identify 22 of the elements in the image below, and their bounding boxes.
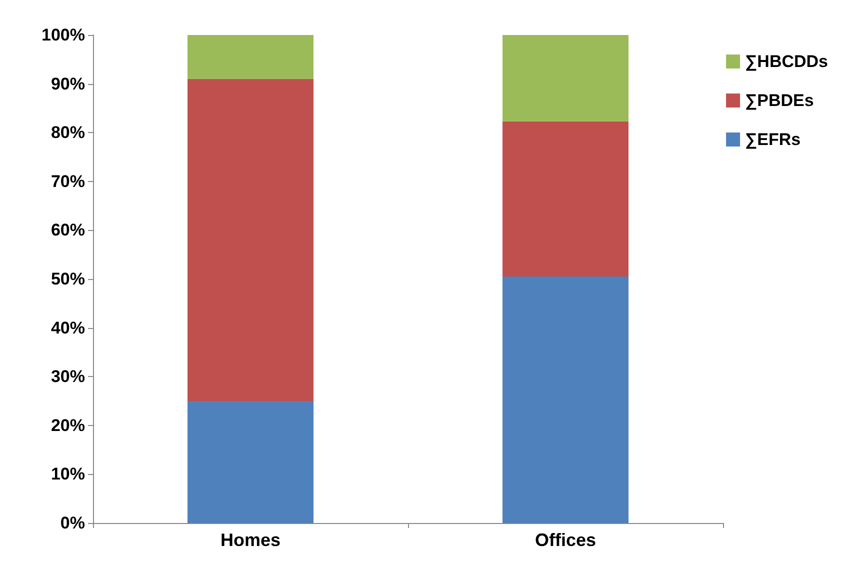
bar bbox=[188, 401, 314, 523]
y-tick-label: 90% bbox=[50, 74, 85, 94]
y-tick-label: 20% bbox=[50, 416, 85, 435]
bar bbox=[188, 78, 314, 401]
y-tick-label: 30% bbox=[50, 367, 85, 386]
y-tick-label: 60% bbox=[50, 220, 85, 240]
y-tick-label: 10% bbox=[50, 464, 85, 484]
y-tick-label: 40% bbox=[50, 318, 85, 338]
legend-label: ∑EFRs bbox=[745, 130, 801, 149]
x-tick-label: Offices bbox=[534, 530, 596, 550]
bar bbox=[502, 35, 628, 122]
x-tick-label: Homes bbox=[220, 530, 281, 550]
y-tick-label: 50% bbox=[50, 270, 85, 288]
legend-label: ∑PBDEs bbox=[745, 91, 814, 110]
y-tick-label: 0% bbox=[60, 514, 85, 532]
legend-label: ∑HBCDDs bbox=[745, 52, 828, 71]
y-tick-label: 70% bbox=[50, 172, 85, 191]
y-tick-label: 80% bbox=[50, 123, 85, 142]
y-tick-label: 100% bbox=[42, 26, 85, 44]
bar bbox=[502, 276, 628, 523]
bar bbox=[188, 35, 314, 79]
bar bbox=[502, 121, 628, 277]
